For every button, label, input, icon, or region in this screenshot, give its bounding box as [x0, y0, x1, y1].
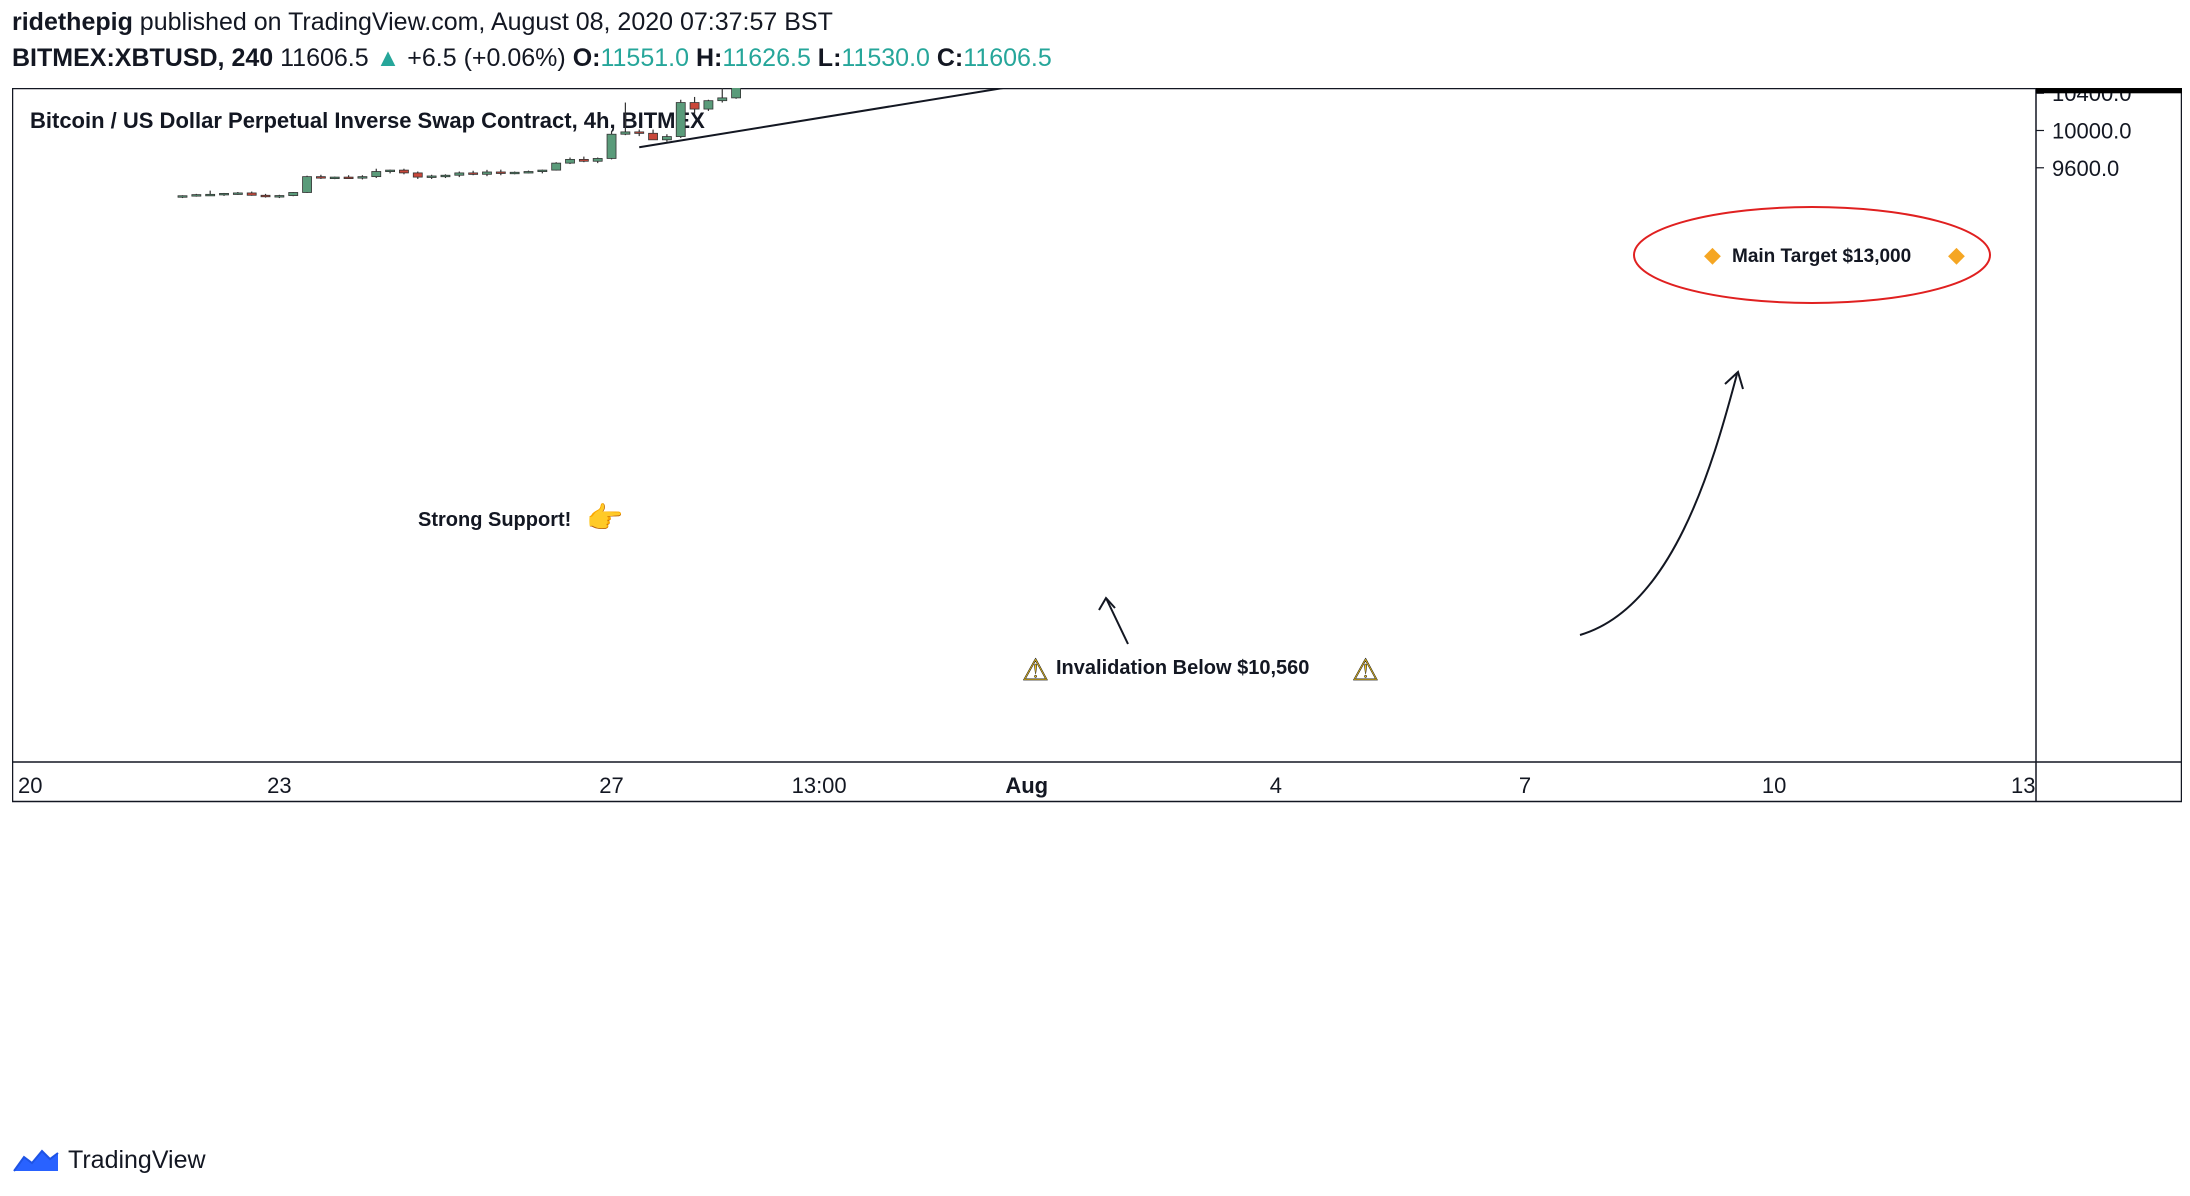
candle-bull	[357, 176, 368, 179]
footer: TradingView	[12, 1142, 206, 1178]
channel-lower-line	[639, 88, 1010, 149]
low-value: 11530.0	[841, 44, 930, 72]
x-tick-label: 13:00	[792, 773, 847, 798]
candle-bear	[343, 176, 354, 179]
high-label: H:	[695, 44, 723, 72]
candle-bear	[399, 169, 409, 174]
price-chart[interactable]: Bitcoin / US Dollar Perpetual Inverse Sw…	[12, 88, 2182, 1122]
support-annotation: Strong Support!	[418, 509, 571, 531]
x-tick-label: 20	[18, 773, 42, 798]
candle-bear	[648, 132, 658, 141]
y-tick-label: 10000.0	[2052, 119, 2132, 144]
candle-bull	[703, 100, 714, 110]
close-label: C:	[936, 44, 964, 72]
price-change: +6.5 (+0.06%)	[407, 44, 566, 72]
target-ellipse	[1633, 206, 1991, 304]
candle-bull	[205, 193, 216, 197]
invalidation-arrow	[1105, 597, 1129, 645]
candle-bull	[232, 192, 243, 195]
publisher-line: ridethepig published on TradingView.com,…	[12, 8, 833, 37]
close-value: 11606.5	[963, 44, 1052, 72]
candle-bull	[482, 171, 492, 175]
candle-bear	[689, 102, 700, 110]
x-tick-label: Aug	[1005, 773, 1048, 798]
publisher-name[interactable]: ridethepig	[12, 8, 133, 36]
candle-bull	[675, 102, 686, 137]
candle-bull	[426, 175, 437, 178]
x-tick-label: 7	[1519, 773, 1531, 798]
candle-bull	[620, 131, 631, 135]
candle-bull	[219, 193, 229, 196]
candle-bull	[606, 133, 617, 159]
candle-bull	[385, 169, 396, 173]
diamond-marker-icon: ◆	[1948, 243, 1965, 268]
candle-bull	[288, 192, 299, 196]
high-value: 11626.5	[722, 44, 811, 72]
candle-bull	[371, 171, 382, 178]
price-tag-label: 10560.0	[2052, 88, 2132, 91]
candle-bull	[440, 174, 451, 178]
candle-bull	[537, 169, 548, 173]
y-tick-label: 9600.0	[2052, 156, 2119, 181]
candle-bull	[191, 194, 202, 197]
candle-bull	[731, 88, 741, 99]
candle-bull	[717, 97, 728, 102]
x-tick-label: 23	[267, 773, 291, 798]
candle-bull	[592, 158, 603, 162]
diamond-marker-icon: ◆	[1704, 243, 1721, 268]
x-tick-label: 27	[599, 773, 623, 798]
candle-bull	[509, 171, 520, 175]
candle-bull	[302, 176, 312, 193]
warning-icon: ⚠	[1022, 653, 1049, 688]
tradingview-logo-icon	[13, 1149, 59, 1172]
candle-bull	[523, 171, 534, 174]
candle-bull	[551, 162, 562, 171]
invalidation-annotation: Invalidation Below $10,560	[1056, 657, 1309, 679]
chart-border	[12, 88, 2182, 803]
candle-bear	[315, 176, 326, 179]
candle-bear	[246, 192, 257, 196]
last-price: 11606.5	[280, 44, 369, 72]
projection-arrow	[1579, 373, 1738, 636]
candle-bull	[662, 136, 672, 141]
open-value: 11551.0	[600, 44, 689, 72]
chart-title: Bitcoin / US Dollar Perpetual Inverse Sw…	[30, 108, 705, 133]
publisher-details: published on TradingView.com, August 08,…	[132, 8, 833, 36]
price-tag	[2036, 88, 2182, 94]
projection-arrowhead	[1724, 370, 1744, 390]
candle-bear	[634, 131, 645, 134]
candle-bull	[274, 195, 285, 198]
low-label: L:	[817, 44, 842, 72]
candle-bull	[177, 195, 188, 198]
symbol-line: BITMEX:XBTUSD, 240 11606.5 ▲ +6.5 (+0.06…	[12, 44, 1052, 73]
candle-bear	[578, 158, 589, 162]
candle-bull	[565, 158, 575, 164]
tradingview-brand[interactable]: TradingView	[68, 1145, 206, 1174]
candle-bear	[495, 171, 506, 174]
target-annotation: Main Target $13,000	[1732, 246, 1911, 267]
pointing-hand-icon: 👉	[586, 501, 623, 536]
candle-bear	[412, 172, 423, 178]
symbol-label: BITMEX:XBTUSD, 240	[12, 44, 274, 72]
candle-bear	[260, 194, 271, 198]
x-tick-label: 4	[1270, 773, 1282, 798]
invalidation-arrowhead	[1098, 596, 1116, 611]
x-tick-label: 10	[1762, 773, 1786, 798]
candle-bull	[454, 172, 465, 176]
candle-bear	[468, 172, 479, 175]
x-tick-label: 13	[2011, 773, 2035, 798]
chart-frame[interactable]: Bitcoin / US Dollar Perpetual Inverse Sw…	[12, 88, 2182, 1122]
open-label: O:	[572, 44, 601, 72]
candle-bull	[329, 176, 340, 179]
up-arrow-icon: ▲	[375, 44, 401, 72]
warning-icon: ⚠	[1352, 653, 1379, 688]
